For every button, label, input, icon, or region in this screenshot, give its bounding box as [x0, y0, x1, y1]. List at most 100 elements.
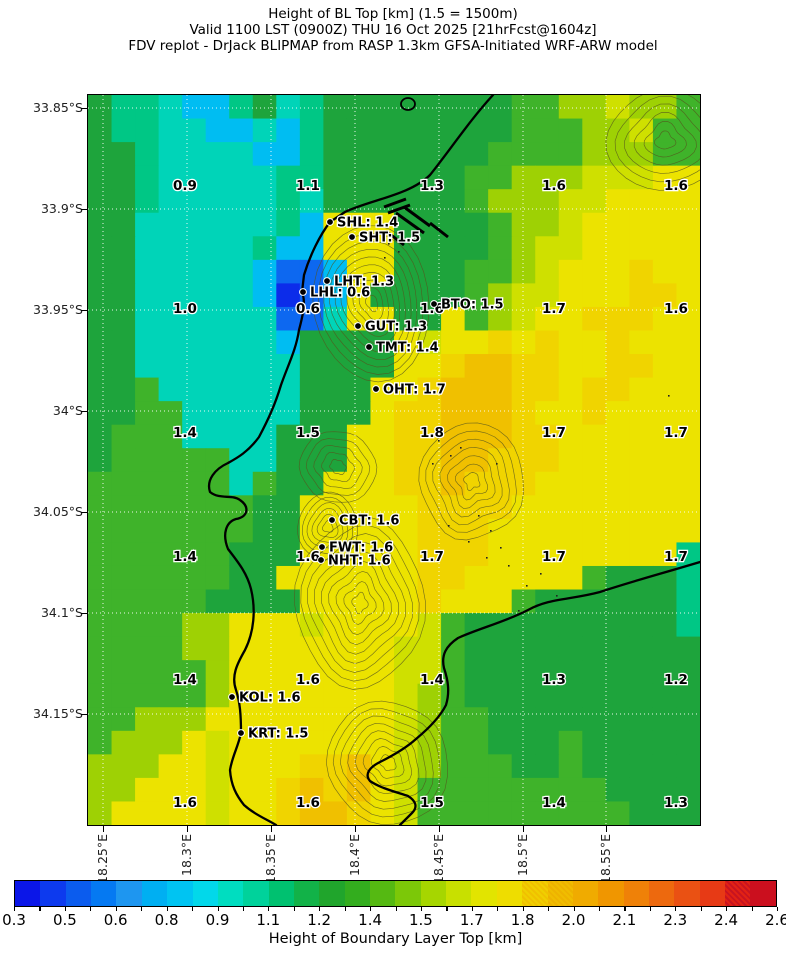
y-axis-tick	[81, 108, 87, 110]
colorbar-tick	[39, 907, 41, 911]
station-label: KRT: 1.5	[248, 727, 308, 742]
station-dot	[323, 277, 331, 285]
x-axis-tick-label: 18.25°E	[95, 834, 110, 884]
station-marker-LHT: LHT: 1.3	[323, 273, 395, 291]
station-marker-NHT: NHT: 1.6	[317, 552, 392, 570]
station-dot	[348, 233, 356, 241]
y-axis-tick-label: 33.85°S	[33, 100, 83, 115]
plot-title: Height of BL Top [km] (1.5 = 1500m)	[268, 6, 518, 22]
y-axis-tick	[81, 714, 87, 716]
colorbar-segment	[496, 881, 523, 906]
colorbar-tick	[141, 907, 143, 911]
station-dot	[354, 322, 362, 330]
station-label: BTO: 1.5	[441, 298, 504, 313]
colorbar-tick-label: 2.1	[612, 911, 637, 929]
colorbar-tick	[599, 907, 601, 911]
station-label: NHT: 1.6	[328, 554, 391, 569]
y-axis-tick-label: 34.1°S	[40, 605, 83, 620]
colorbar-segment	[243, 881, 269, 906]
plot-model-source: FDV replot - DrJack BLIPMAP from RASP 1.…	[128, 38, 658, 54]
colorbar-tick	[751, 907, 753, 911]
station-label: KOL: 1.6	[239, 691, 301, 706]
region-value-label: 1.6	[664, 178, 688, 194]
x-axis-tick-label: 18.5°E	[515, 834, 530, 876]
x-axis-tick	[439, 826, 441, 832]
colorbar-tick-label: 0.9	[205, 911, 230, 929]
region-value-label: 1.5	[420, 795, 444, 811]
region-value-label: 1.3	[542, 672, 566, 688]
colorbar-tick-label: 1.1	[256, 911, 281, 929]
region-value-label: 1.4	[173, 425, 197, 441]
station-label: FWT: 1.6	[329, 541, 393, 556]
station-marker-SHL: SHL: 1.4	[326, 214, 400, 232]
station-label: LHT: 1.3	[334, 275, 394, 290]
colorbar-segment	[141, 881, 168, 906]
colorbar-tick	[675, 907, 677, 911]
region-value-label: 1.2	[664, 672, 688, 688]
region-value-label: 1.0	[173, 301, 197, 317]
region-value-label: 1.4	[542, 795, 566, 811]
map-svg: 0.9 1.1 1.3 1.6 1.6 1.0 0.6 1.6 1.7 1.6 1.4 1.5 1.8 1…	[88, 88, 725, 827]
y-axis-tick	[81, 512, 87, 514]
y-axis-tick	[81, 310, 87, 312]
region-value-label: 0.9	[173, 178, 197, 194]
colorbar-tick	[624, 907, 626, 911]
station-dot	[228, 693, 236, 701]
colorbar-segment	[572, 881, 599, 906]
y-axis-tick	[81, 613, 87, 615]
region-value-label: 1.3	[664, 795, 688, 811]
colorbar-segment	[65, 881, 92, 906]
region-value-labels: 0.9 1.1 1.3 1.6 1.6 1.0 0.6 1.6 1.7 1.6 1.4 1.5 1.8 1…	[172, 177, 690, 813]
colorbar-tick-label: 1.4	[358, 911, 383, 929]
colorbar-tick	[548, 907, 550, 911]
station-marker-CBT: CBT: 1.6	[328, 512, 401, 530]
x-axis-tick	[606, 826, 608, 832]
colorbar-tick	[64, 907, 67, 911]
region-value-label: 1.4	[173, 672, 197, 688]
colorbar-tick	[166, 907, 168, 911]
colorbar-segment	[522, 881, 548, 906]
map-canvas: 0.9 1.1 1.3 1.6 1.6 1.0 0.6 1.6 1.7 1.6 1.4 1.5 1.8 1…	[87, 88, 725, 827]
colorbar-tick-label: 2.0	[561, 911, 586, 929]
colorbar-tick	[471, 907, 473, 911]
station-dot	[328, 516, 336, 524]
station-dot	[299, 288, 307, 296]
region-value-label: 1.5	[296, 425, 320, 441]
colorbar-tick	[192, 907, 194, 911]
colorbar-segment	[471, 881, 497, 906]
colorbar-segment	[116, 881, 142, 906]
colorbar-tick	[14, 907, 16, 911]
colorbar-tick	[700, 907, 702, 911]
colorbar-tick	[446, 907, 448, 911]
colorbar-segment	[268, 881, 294, 906]
region-value-label: 1.7	[420, 549, 444, 565]
region-value-label: 1.6	[664, 301, 688, 317]
colorbar-segment	[319, 881, 345, 906]
colorbar-segment	[420, 881, 447, 906]
region-value-label: 1.6	[296, 795, 320, 811]
harbor-breakwater	[403, 205, 431, 228]
colorbar-segment	[344, 881, 371, 906]
x-axis-tick-label: 18.45°E	[431, 834, 446, 884]
region-value-label: 1.4	[173, 549, 197, 565]
x-axis-tick	[103, 826, 105, 832]
station-dot	[326, 218, 334, 226]
terrain-contours	[293, 88, 725, 825]
colorbar-tick-label: 0.6	[103, 911, 128, 929]
colorbar-segment	[674, 881, 700, 906]
station-marker-GUT: GUT: 1.3	[354, 318, 428, 336]
colorbar-tick	[242, 907, 245, 911]
y-axis-tick-label: 33.9°S	[40, 201, 83, 216]
colorbar-tick	[395, 907, 397, 911]
x-axis-tick-label: 18.55°E	[598, 834, 613, 884]
x-axis-tick-label: 18.4°E	[347, 834, 362, 876]
region-value-label: 1.7	[664, 425, 688, 441]
x-axis-tick	[271, 826, 273, 832]
y-axis-tick-label: 34°S	[52, 403, 83, 418]
x-axis-tick-label: 18.3°E	[179, 834, 194, 876]
station-label: GUT: 1.3	[365, 320, 427, 335]
station-label: LHL: 0.6	[310, 286, 370, 301]
colorbar	[14, 880, 777, 907]
